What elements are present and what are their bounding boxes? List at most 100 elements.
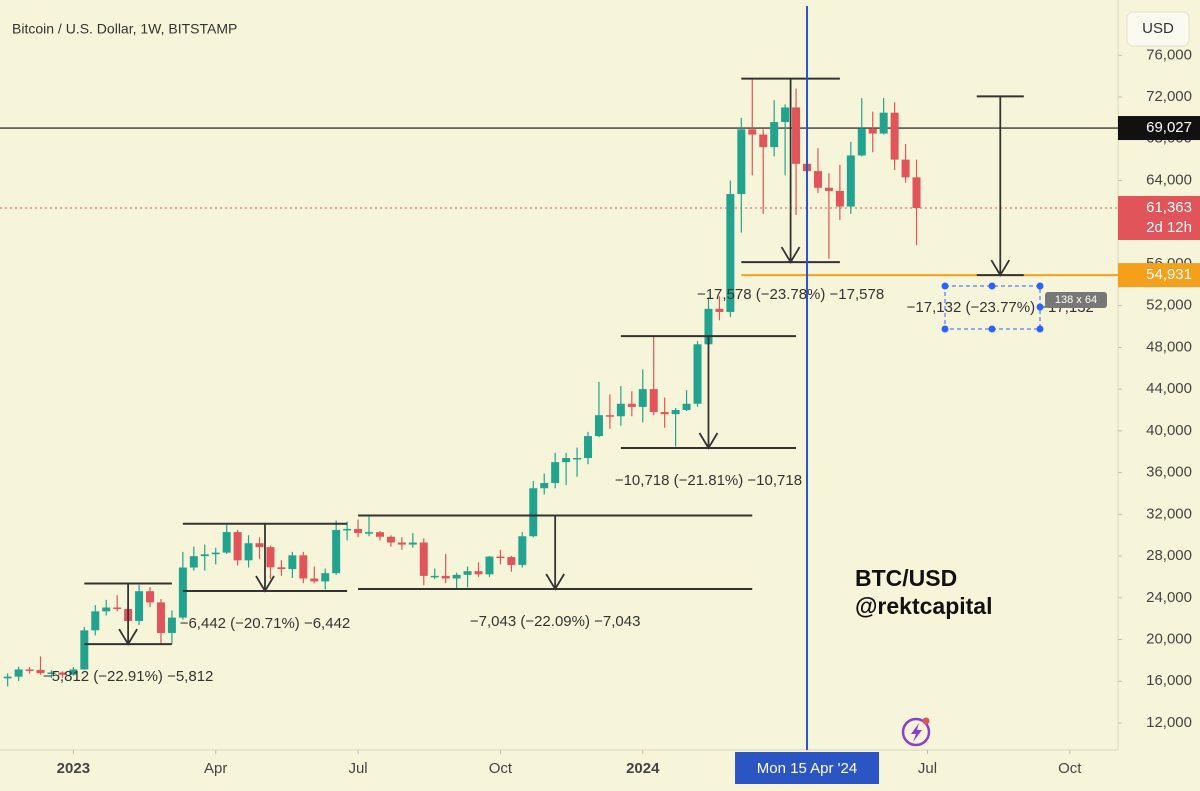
chart-title: Bitcoin / U.S. Dollar, 1W, BITSTAMP	[12, 21, 237, 37]
candle-body	[222, 532, 231, 553]
candle-body	[824, 187, 833, 191]
candle-body	[551, 462, 560, 484]
selection-handle	[1036, 303, 1044, 311]
candle-body	[299, 555, 308, 579]
watermark: BTC/USD	[855, 565, 957, 591]
y-tick-label: 20,000	[1146, 630, 1192, 647]
price-badge	[1118, 263, 1200, 288]
candle-body	[102, 607, 111, 612]
candle-body	[605, 415, 614, 417]
candle-body	[879, 112, 888, 134]
selection-handle	[988, 282, 996, 290]
candle-body	[277, 567, 286, 570]
candle-body	[113, 607, 122, 609]
measure-label: −17,578 (−23.78%) −17,578	[697, 286, 884, 303]
selection-handle	[1036, 282, 1044, 290]
candle-body	[244, 543, 253, 561]
candle-body	[167, 617, 176, 633]
candle-body	[737, 129, 746, 195]
candle-body	[584, 436, 593, 458]
candle-body	[901, 159, 910, 178]
candle-body	[496, 556, 505, 559]
candle-body	[321, 573, 330, 582]
candle-body	[58, 672, 67, 675]
y-tick-label: 16,000	[1146, 672, 1192, 689]
candle-body	[156, 602, 165, 633]
candle-body	[868, 128, 877, 134]
candle-body	[80, 630, 89, 670]
candle-body	[135, 591, 144, 621]
candle-body	[25, 669, 34, 671]
candle-body	[474, 571, 483, 575]
candle-body	[146, 591, 155, 603]
candle-body	[846, 155, 855, 207]
layer: 69,027 61,363 2d 12h 54,931 138 x 64 Mon 15 A…	[735, 6, 1200, 784]
x-tick-label: 2024	[626, 760, 660, 777]
candle-body	[770, 122, 779, 148]
candle-body	[485, 556, 494, 575]
y-tick-label: 32,000	[1146, 505, 1192, 522]
crosshair-badge	[735, 752, 880, 784]
candle-body	[890, 112, 899, 160]
candle-body	[562, 457, 571, 463]
candle-body	[638, 389, 647, 407]
candle-body	[616, 403, 625, 417]
candle-body	[47, 672, 56, 674]
candle-body	[430, 575, 439, 578]
candle-body	[792, 107, 801, 164]
selection-handle	[1036, 325, 1044, 333]
candle-body	[573, 457, 582, 460]
candle-body	[693, 344, 702, 404]
candle-body	[912, 177, 921, 208]
candle-body	[36, 669, 45, 674]
price-badge	[1118, 116, 1200, 141]
candle-body	[649, 389, 658, 413]
candle-body	[682, 403, 691, 411]
candle-body	[343, 528, 352, 531]
price-badge-label: 61,363	[1146, 199, 1192, 216]
candle-body	[310, 578, 319, 582]
size-tooltip-label: 138 x 64	[1055, 294, 1097, 306]
layer	[0, 127, 1118, 277]
measure-label: −6,442 (−20.71%) −6,442	[180, 615, 351, 632]
candle-body	[835, 190, 844, 207]
candle-body	[813, 171, 822, 188]
price-badge-label: 54,931	[1146, 266, 1192, 283]
candle-body	[441, 575, 450, 579]
candle-body	[452, 574, 461, 579]
x-tick-label: Apr	[204, 760, 227, 777]
candle-body	[14, 669, 23, 677]
measure-arrowhead	[118, 628, 138, 646]
candle-body	[540, 483, 549, 489]
candle-body	[419, 542, 428, 576]
currency-button[interactable]	[1126, 11, 1190, 47]
candle-body	[463, 571, 472, 575]
y-tick-label: 36,000	[1146, 464, 1192, 481]
candle-body	[704, 308, 713, 345]
candle-body	[288, 555, 297, 570]
candle-body	[386, 536, 395, 543]
candle-body	[3, 676, 12, 679]
y-tick-label: 72,000	[1146, 88, 1192, 105]
candle-body	[671, 410, 680, 415]
measure-label: −10,718 (−21.81%) −10,718	[615, 472, 802, 489]
candle-body	[507, 557, 516, 565]
candle-body	[408, 542, 417, 545]
currency-label[interactable]: USD	[1142, 20, 1174, 37]
watermark: @rektcapital	[855, 593, 992, 619]
candle-body	[715, 308, 724, 312]
candle-body	[91, 611, 100, 631]
candle-body	[748, 129, 757, 135]
candle-body	[255, 543, 264, 548]
x-tick-label: Jul	[348, 760, 367, 777]
candle-body	[69, 669, 78, 675]
candle-body	[594, 415, 603, 437]
x-tick-label: Oct	[489, 760, 513, 777]
candle-body	[529, 488, 538, 537]
selection-handle	[941, 325, 949, 333]
measure-label: −5,812 (−22.91%) −5,812	[43, 668, 214, 685]
candle-body	[759, 134, 768, 148]
y-tick-label: 24,000	[1146, 589, 1192, 606]
candle-body	[365, 532, 374, 534]
